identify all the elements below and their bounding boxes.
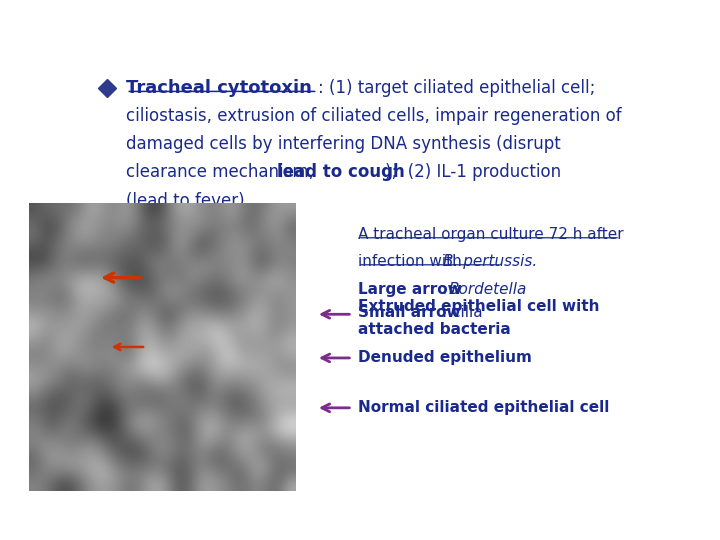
Text: attached bacteria: attached bacteria (358, 322, 510, 337)
Text: : cilia: : cilia (441, 305, 482, 320)
Text: Extruded epithelial cell with: Extruded epithelial cell with (358, 299, 599, 314)
Text: Tracheal cytotoxin: Tracheal cytotoxin (126, 79, 312, 97)
Text: clearance mechanism,: clearance mechanism, (126, 164, 320, 181)
Text: A tracheal organ culture 72 h after: A tracheal organ culture 72 h after (358, 227, 624, 241)
Text: B. pertussis.: B. pertussis. (444, 254, 537, 268)
Text: infection with: infection with (358, 254, 467, 268)
Text: lead to cough: lead to cough (277, 164, 405, 181)
Text: Bordetella: Bordetella (449, 282, 527, 297)
Text: ciliostasis, extrusion of ciliated cells, impair regeneration of: ciliostasis, extrusion of ciliated cells… (126, 107, 622, 125)
Text: (lead to fever): (lead to fever) (126, 192, 245, 210)
Text: Normal ciliated epithelial cell: Normal ciliated epithelial cell (358, 400, 609, 415)
Text: : (1) target ciliated epithelial cell;: : (1) target ciliated epithelial cell; (318, 79, 595, 97)
Text: );  (2) IL-1 production: ); (2) IL-1 production (384, 164, 561, 181)
Text: :: : (441, 282, 451, 297)
Text: Large arrow: Large arrow (358, 282, 462, 297)
Text: Small arrow: Small arrow (358, 305, 461, 320)
Text: Denuded epithelium: Denuded epithelium (358, 350, 531, 366)
Text: damaged cells by interfering DNA synthesis (disrupt: damaged cells by interfering DNA synthes… (126, 135, 561, 153)
